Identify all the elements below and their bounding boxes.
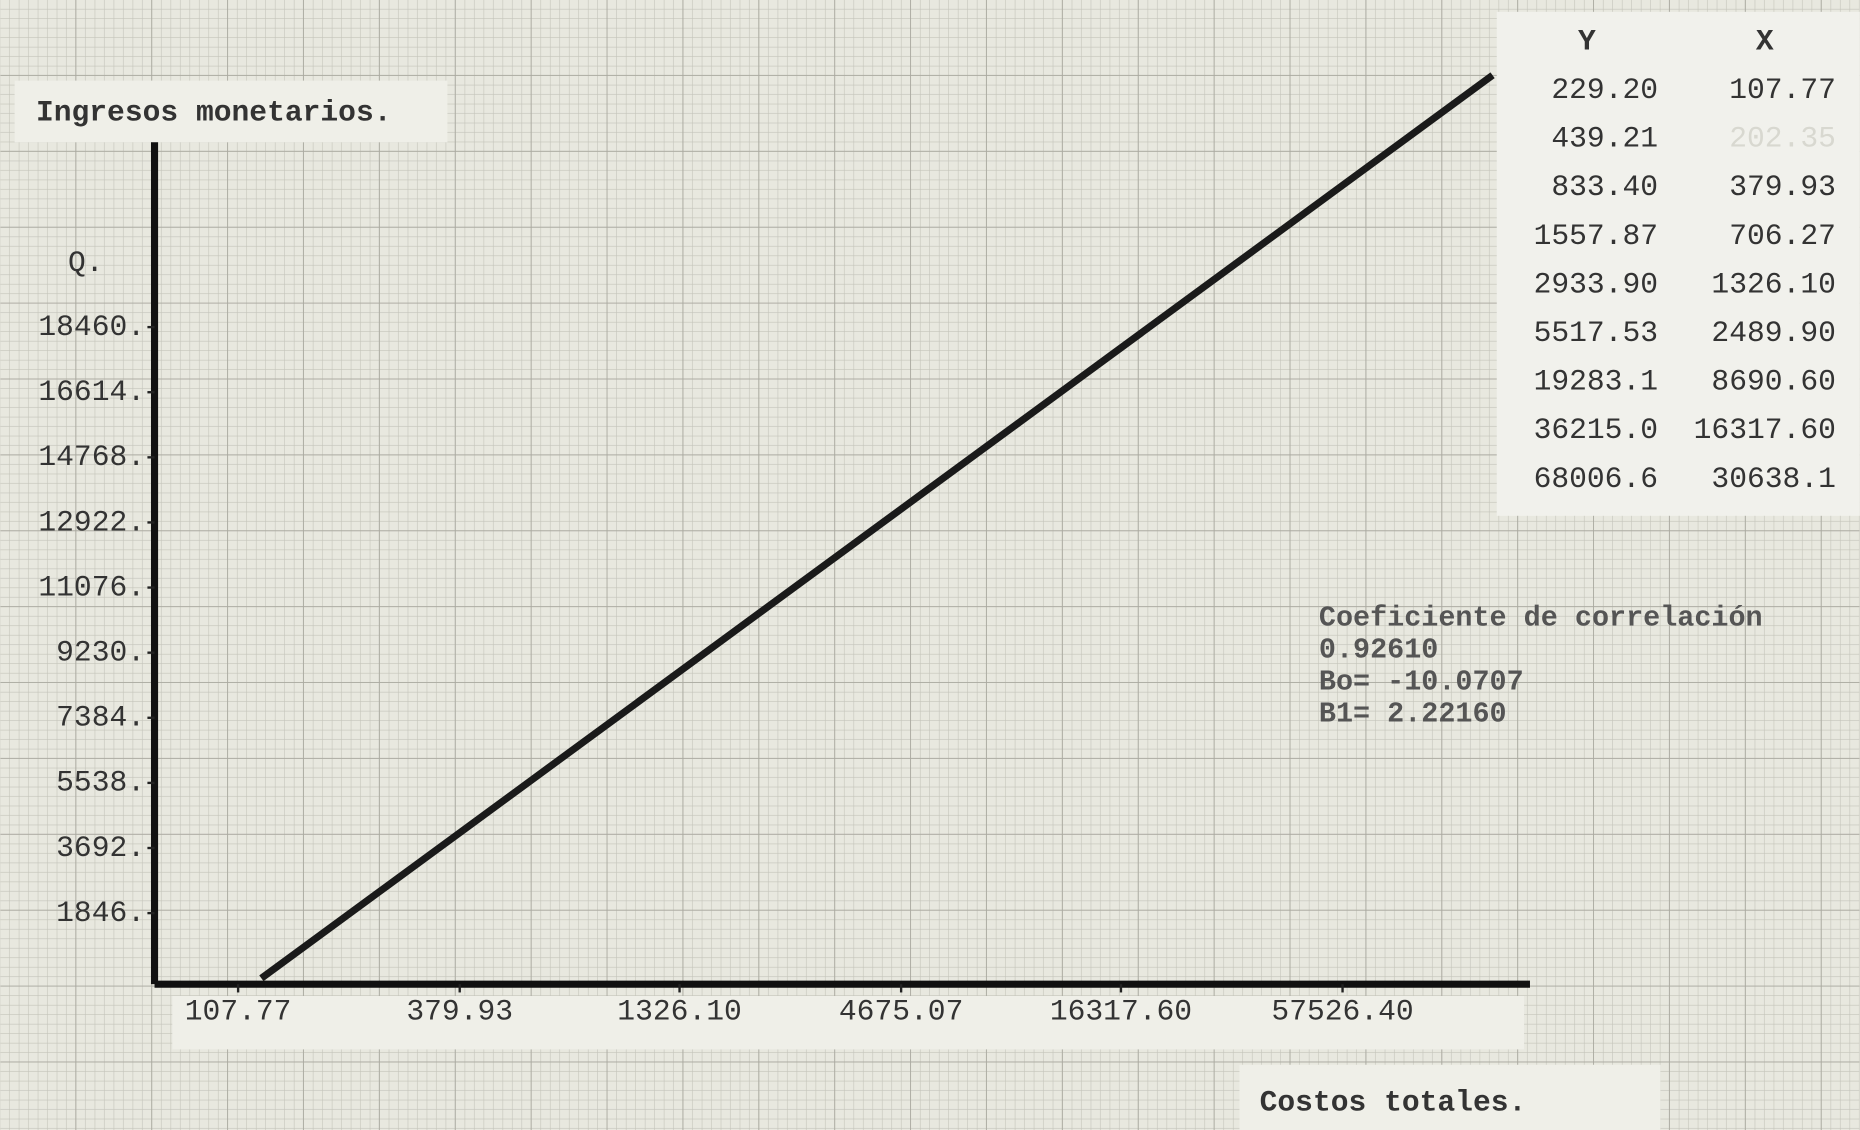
table-header: Y — [1578, 24, 1596, 58]
annotation: 0.92610 — [1319, 633, 1438, 666]
x-axis-title: Costos totales. — [1260, 1086, 1527, 1120]
table-cell: 379.93 — [1729, 170, 1836, 204]
y-tick-label: 5538. — [56, 766, 145, 800]
table-cell: 2489.90 — [1711, 316, 1835, 350]
y-tick-label: 18460. — [38, 310, 145, 344]
x-title-box — [1239, 1064, 1661, 1130]
y-tick-label: 12922. — [38, 505, 145, 539]
y-tick-label: 11076. — [38, 570, 145, 604]
x-tick-label: 107.77 — [185, 994, 292, 1028]
table-cell: 229.20 — [1551, 73, 1658, 107]
table-cell: 833.40 — [1551, 170, 1658, 204]
table-cell: 16317.60 — [1694, 413, 1836, 447]
table-cell: 19283.1 — [1534, 365, 1658, 399]
x-tick-label: 379.93 — [406, 994, 513, 1028]
table-cell: 68006.6 — [1534, 462, 1658, 496]
table-cell: 706.27 — [1729, 219, 1836, 253]
x-tick-label: 57526.40 — [1271, 994, 1413, 1028]
y-tick-label: 14768. — [38, 440, 145, 474]
y-tick-label: 7384. — [56, 701, 145, 735]
table-cell: 36215.0 — [1534, 413, 1658, 447]
table-cell: 2933.90 — [1534, 267, 1658, 301]
table-cell: 8690.60 — [1711, 365, 1835, 399]
y-tick-label: 16614. — [38, 375, 145, 409]
y-tick-label: 1846. — [56, 896, 145, 930]
title-box — [14, 80, 448, 143]
table-cell: 30638.1 — [1711, 462, 1835, 496]
data-line — [259, 72, 1495, 982]
table-cell: 107.77 — [1729, 73, 1836, 107]
annotation: Coeficiente de correlación — [1319, 601, 1763, 634]
chart-title: Ingresos monetarios. — [36, 95, 392, 129]
table-cell: 439.21 — [1551, 122, 1658, 156]
table-cell: 5517.53 — [1534, 316, 1658, 350]
annotation: Bo= -10.0707 — [1319, 665, 1524, 698]
table-cell: 1326.10 — [1711, 267, 1835, 301]
y-axis-title: Q. — [68, 246, 104, 280]
table-cell: 202.35 — [1729, 122, 1836, 156]
y-tick-label: 3692. — [56, 831, 145, 865]
table-header: X — [1756, 24, 1774, 58]
x-tick-label: 16317.60 — [1050, 994, 1192, 1028]
x-tick-label: 4675.07 — [839, 994, 963, 1028]
y-tick-label: 9230. — [56, 635, 145, 669]
annotation: B1= 2.22160 — [1319, 697, 1507, 730]
table-box — [1496, 11, 1860, 516]
x-label-band — [172, 996, 1525, 1050]
x-tick-label: 1326.10 — [617, 994, 741, 1028]
table-cell: 1557.87 — [1534, 219, 1658, 253]
